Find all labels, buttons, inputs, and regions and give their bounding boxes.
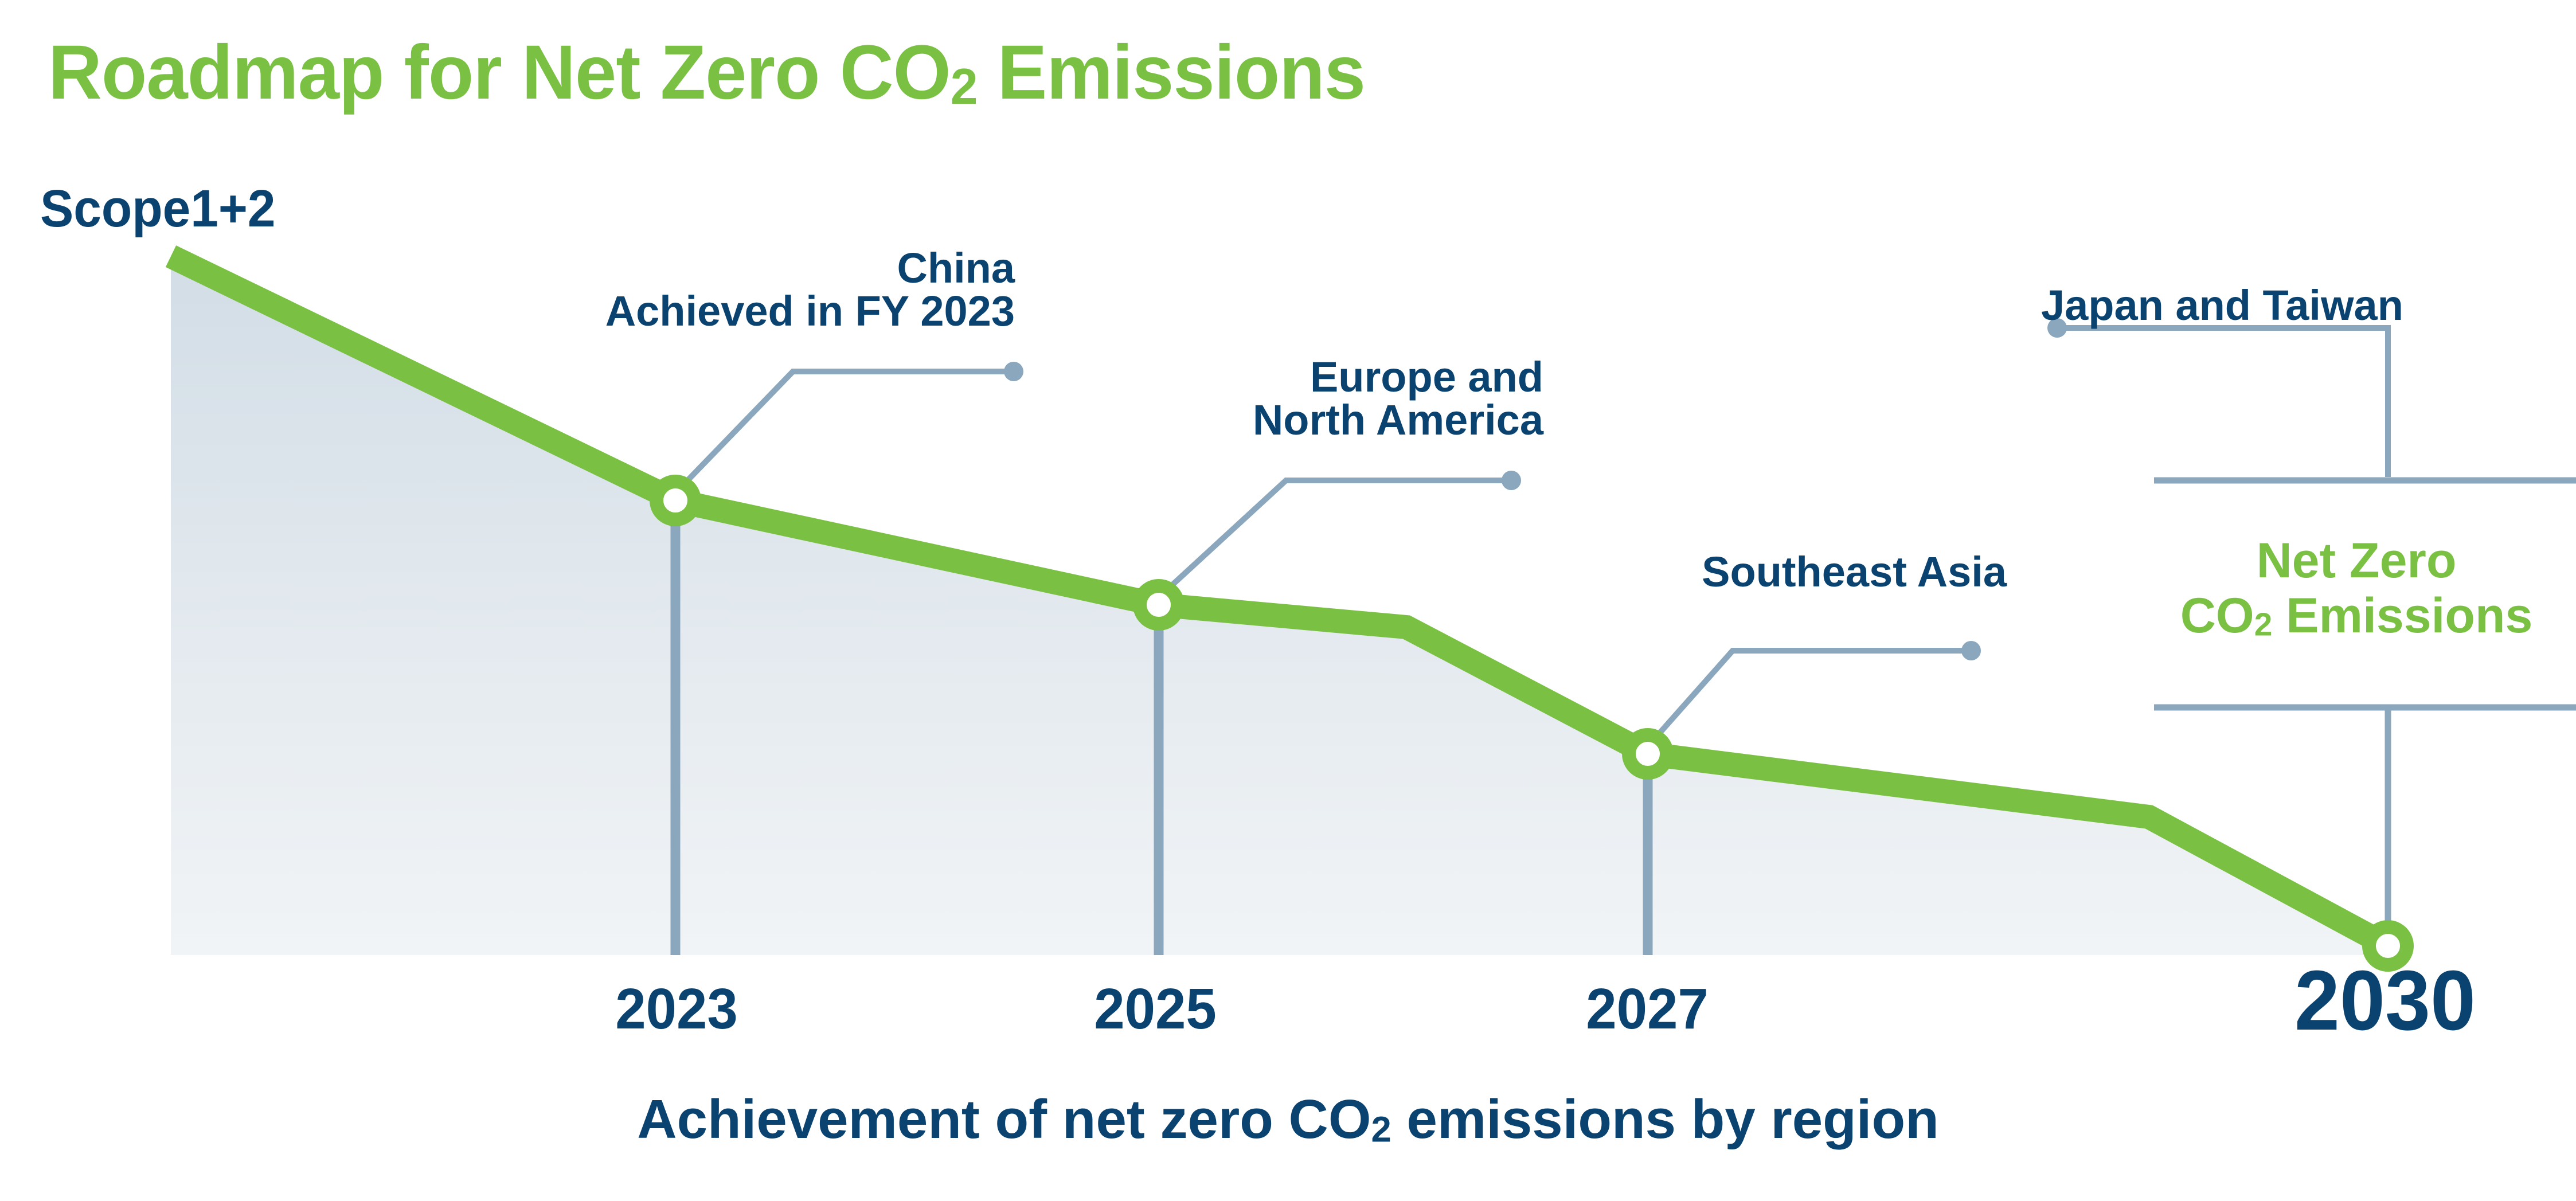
x-axis-tick-2030: 2030 <box>2294 953 2476 1048</box>
leader-dot-japan-taiwan <box>2047 318 2067 338</box>
x-axis-tick-2025: 2025 <box>1094 977 1217 1041</box>
callout-japan-taiwan-line1: Japan and Taiwan <box>2041 281 2403 329</box>
leader-dot-china <box>1004 362 1023 381</box>
net-zero-badge-line1: Net Zero <box>2256 533 2457 588</box>
callout-china: China Achieved in FY 2023 <box>576 247 1015 333</box>
callout-europe-line1: Europe and <box>1310 353 1543 401</box>
page-title: Roadmap for Net Zero CO2 Emissions <box>48 34 1366 115</box>
callout-japan-and-taiwan: Japan and Taiwan <box>2041 284 2442 327</box>
leader-dot-southeast-asia <box>1961 641 1981 660</box>
callout-europe-north-america: Europe and North America <box>1176 355 1543 442</box>
leader-line-china <box>673 369 1010 495</box>
x-axis-caption-after: emissions by region <box>1391 1089 1939 1150</box>
page-title-subscript: 2 <box>950 57 978 115</box>
callout-southeast-asia: Southeast Asia <box>1651 548 2007 596</box>
callout-china-line1: China <box>897 244 1015 292</box>
milestone-marker-2023[interactable] <box>650 475 701 526</box>
x-axis-caption: Achievement of net zero CO2 emissions by… <box>0 1092 2576 1148</box>
page-title-text: Roadmap for Net Zero CO <box>48 30 951 115</box>
callout-europe-line2: North America <box>1252 396 1543 444</box>
net-zero-badge-subscript: 2 <box>2254 607 2273 643</box>
callout-southeast-asia-line1: Southeast Asia <box>1702 548 2007 596</box>
milestone-marker-2027[interactable] <box>1622 728 1674 780</box>
leader-line-southeast-asia <box>1645 648 1968 749</box>
net-zero-badge-line2-after: Emissions <box>2272 588 2533 644</box>
x-axis-caption-before: Achievement of net zero CO <box>637 1089 1371 1150</box>
net-zero-badge: Net Zero CO2 Emissions <box>2144 533 2569 644</box>
milestone-marker-2025[interactable] <box>1133 579 1185 631</box>
net-zero-badge-line2-before: CO <box>2180 588 2254 644</box>
milestone-marker-2030[interactable] <box>2362 920 2414 972</box>
x-axis-tick-2027: 2027 <box>1586 977 1709 1041</box>
page-title-text-after: Emissions <box>977 30 1366 115</box>
callout-china-line2: Achieved in FY 2023 <box>605 287 1015 335</box>
x-axis-caption-subscript: 2 <box>1371 1109 1391 1150</box>
leader-dot-europe <box>1502 471 1521 490</box>
x-axis-tick-2023: 2023 <box>615 977 738 1041</box>
net-zero-badge-line2: CO2 Emissions <box>2144 588 2569 643</box>
leader-line-europe <box>1156 478 1508 600</box>
leader-line-japan-taiwan <box>2061 325 2391 477</box>
y-axis-label: Scope1+2 <box>40 179 276 238</box>
